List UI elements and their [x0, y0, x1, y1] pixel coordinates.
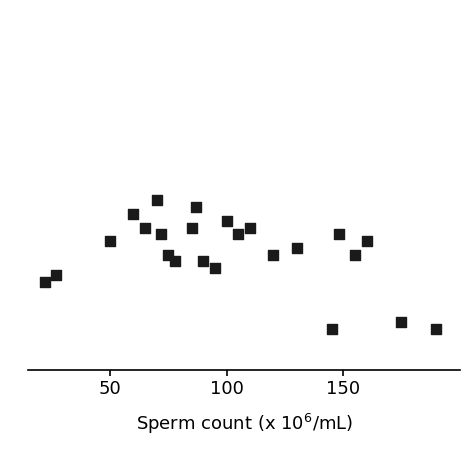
Point	[106, 237, 114, 245]
Point	[398, 319, 405, 326]
Point	[41, 278, 48, 285]
Point	[192, 203, 200, 211]
Point	[269, 251, 277, 258]
Point	[164, 251, 172, 258]
Point	[433, 325, 440, 333]
Point	[246, 224, 254, 231]
Point	[157, 230, 165, 238]
Point	[235, 230, 242, 238]
Point	[153, 197, 161, 204]
Point	[211, 264, 219, 272]
Point	[293, 244, 301, 252]
Point	[141, 224, 149, 231]
Point	[223, 217, 230, 225]
Point	[188, 224, 195, 231]
Point	[53, 271, 60, 279]
Point	[363, 237, 370, 245]
Point	[335, 230, 342, 238]
X-axis label: Sperm count (x 10$^6$/mL): Sperm count (x 10$^6$/mL)	[136, 412, 353, 436]
Point	[129, 210, 137, 218]
Point	[200, 257, 207, 265]
Point	[328, 325, 335, 333]
Point	[172, 257, 179, 265]
Point	[351, 251, 359, 258]
